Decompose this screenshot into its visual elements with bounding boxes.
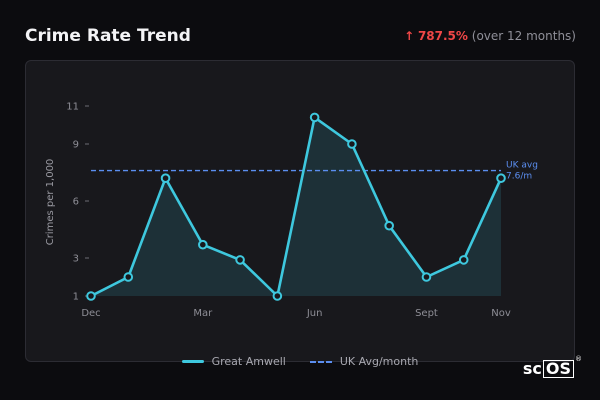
- data-point-jul[interactable]: [347, 139, 357, 149]
- change-summary: ↑ 787.5% (over 12 months): [404, 29, 576, 43]
- series-line: [90, 116, 503, 298]
- chart-card: [25, 60, 575, 362]
- y-tick-label: 11: [66, 102, 79, 113]
- change-period: (over 12 months): [471, 29, 576, 43]
- y-axis-label: Crimes per 1,000: [45, 159, 56, 246]
- reference-swatch-icon: [309, 360, 332, 363]
- legend-series-label: Great Amwell: [211, 355, 286, 368]
- legend: Great Amwell UK Avg/month: [0, 355, 600, 368]
- series-points: [86, 112, 506, 301]
- x-tick-label: Nov: [491, 308, 511, 319]
- y-tick-label: 3: [73, 254, 79, 265]
- brand-boxed-text: OS: [542, 359, 574, 378]
- data-point-jun[interactable]: [309, 112, 320, 123]
- y-tick-label: 9: [73, 140, 79, 151]
- x-tick-label: Jun: [306, 308, 323, 319]
- change-percent: 787.5%: [417, 29, 468, 43]
- brand-logo: sc OS ®: [522, 355, 582, 378]
- y-tick-label: 6: [73, 197, 79, 208]
- x-tick-label: Dec: [81, 308, 100, 319]
- legend-item-reference[interactable]: UK Avg/month: [309, 355, 419, 368]
- y-tick-label: 1: [73, 292, 79, 303]
- data-point-aug[interactable]: [384, 220, 394, 231]
- y-axis: 1 3 6 9 11: [66, 102, 89, 303]
- data-point-dec[interactable]: [86, 291, 96, 301]
- x-tick-label: Sept: [415, 308, 438, 319]
- data-point-apr[interactable]: [235, 255, 245, 265]
- legend-item-series[interactable]: Great Amwell: [181, 355, 286, 368]
- page-title: Crime Rate Trend: [25, 26, 191, 46]
- data-point-feb[interactable]: [160, 173, 171, 183]
- registered-mark: ®: [575, 355, 582, 363]
- data-point-sept[interactable]: [421, 272, 432, 282]
- legend-reference-label: UK Avg/month: [339, 355, 419, 368]
- reference-label-name: UK avg: [506, 161, 538, 171]
- reference-label-value: 7.6/m: [506, 172, 532, 182]
- x-tick-label: Mar: [193, 308, 213, 319]
- data-point-nov[interactable]: [496, 173, 506, 183]
- data-point-jan[interactable]: [123, 272, 134, 282]
- change-arrow-icon: ↑: [404, 29, 415, 43]
- brand-text: sc: [522, 359, 542, 378]
- x-axis: Dec Mar Jun Sept Nov: [81, 308, 511, 319]
- data-point-mar[interactable]: [198, 239, 208, 250]
- data-point-may[interactable]: [272, 291, 283, 301]
- series-swatch-icon: [181, 360, 204, 363]
- data-point-oct[interactable]: [458, 255, 469, 265]
